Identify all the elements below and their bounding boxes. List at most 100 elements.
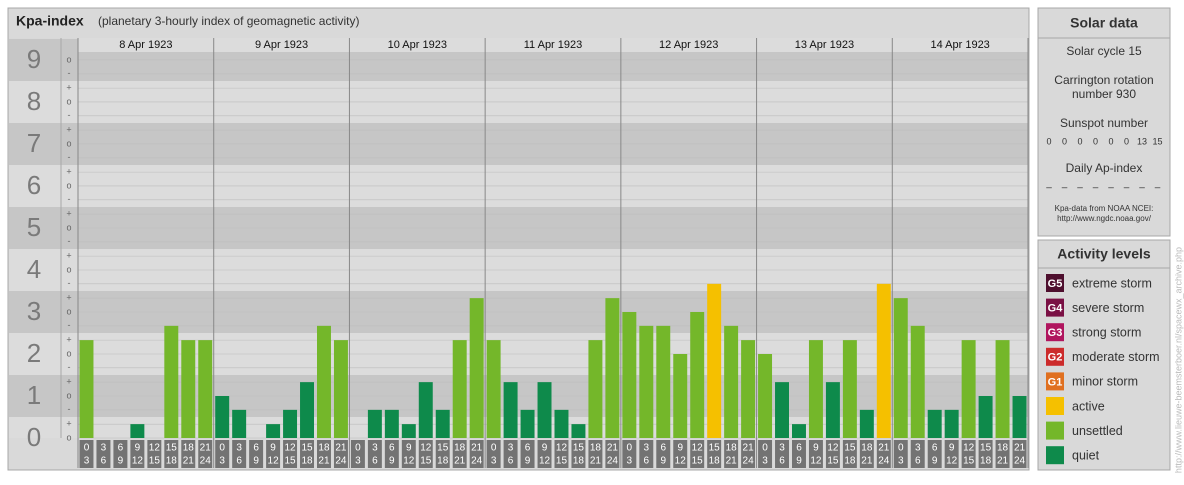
minor-tick-label: + [66,335,71,345]
hour-box [808,440,823,468]
bar [181,340,196,438]
hour-label: 18 [437,456,449,467]
hour-label: 21 [454,456,466,467]
date-label: 10 Apr 1923 [388,39,447,51]
hour-box [1012,440,1027,468]
legend-badge: G5 [1048,278,1063,290]
minor-tick-label: - [68,278,71,288]
legend-label: moderate storm [1072,350,1160,364]
source: http://www.ngdc.noaa.gov/ [1057,214,1152,223]
legend-swatch [1046,323,1064,342]
solar-cycle: Solar cycle 15 [1066,44,1142,58]
hour-label: 6 [779,456,785,467]
minor-tick-label: o [66,222,71,232]
bar [164,325,179,438]
y-tick-label: 4 [27,254,41,284]
hour-label: 3 [898,456,904,467]
bar [571,424,586,438]
hour-label: 21 [471,443,483,454]
hour-box [283,440,298,468]
sunspot-value: 0 [1062,136,1067,146]
bar [724,325,739,438]
bar [1012,395,1027,438]
hour-label: 9 [813,443,819,454]
hour-label: 0 [762,443,768,454]
bar [503,382,518,438]
bar [808,340,823,438]
hour-label: 0 [898,443,904,454]
hour-label: 18 [980,456,992,467]
hour-box [181,440,196,468]
bar [435,409,450,438]
ap-label: Daily Ap-index [1066,161,1143,175]
hour-label: 15 [827,456,839,467]
legend-label: active [1072,399,1105,413]
hour-box [537,440,552,468]
hour-label: 24 [471,456,483,467]
hour-label: 6 [660,443,666,454]
minor-tick-label: - [68,236,71,246]
hour-label: 18 [183,443,195,454]
hour-label: 9 [525,456,531,467]
hour-label: 21 [590,456,602,467]
hour-label: 15 [844,443,856,454]
hour-box [775,440,789,468]
hour-label: 3 [627,456,633,467]
bar [198,340,213,438]
bar [910,325,925,438]
hour-box [384,440,399,468]
bar [842,340,857,438]
hour-box [588,440,603,468]
bar [215,395,230,438]
hour-label: 18 [709,456,721,467]
sunspot-value: 13 [1137,136,1147,146]
hour-label: 3 [644,443,650,454]
date-label: 12 Apr 1923 [659,39,718,51]
bar [792,424,806,438]
bar [232,409,247,438]
hour-label: 9 [660,456,666,467]
hour-label: 15 [166,443,178,454]
hour-label: 15 [301,443,313,454]
hour-box [876,440,891,468]
legend-label: strong storm [1072,325,1141,339]
hour-label: 6 [644,456,650,467]
bar [656,325,671,438]
carrington: number 930 [1072,87,1136,101]
minor-tick-label: + [66,293,71,303]
hour-label: 12 [810,456,822,467]
title: Kpa-index [16,13,84,29]
bar [893,298,908,438]
hour-box [961,440,976,468]
legend-badge: G2 [1048,352,1063,364]
hour-box [842,440,857,468]
hour-label: 3 [508,443,514,454]
hour-label: 21 [1014,443,1026,454]
hour-box [96,440,111,468]
hour-label: 15 [284,456,296,467]
bar [639,325,654,438]
ap-value: – [1046,183,1052,194]
minor-tick-label: + [66,82,71,92]
hour-label: 9 [949,443,955,454]
hour-box [622,440,637,468]
hour-box [758,440,773,468]
hour-label: 3 [101,443,107,454]
hour-label: 18 [861,443,873,454]
hour-label: 15 [556,456,568,467]
bar [520,409,535,438]
sunspot-label: Sunspot number [1060,116,1148,130]
y-tick-label: 7 [27,128,41,158]
minor-tick-label: o [66,264,71,274]
hour-label: 9 [406,443,412,454]
bar [130,424,145,438]
bar [859,409,874,438]
hour-label: 6 [253,443,259,454]
bar [317,325,331,438]
legend-badge: G4 [1048,303,1064,315]
hour-box [130,440,145,468]
bar [266,424,281,438]
hour-label: 9 [389,456,395,467]
hour-label: 21 [318,456,330,467]
hour-label: 6 [372,456,378,467]
